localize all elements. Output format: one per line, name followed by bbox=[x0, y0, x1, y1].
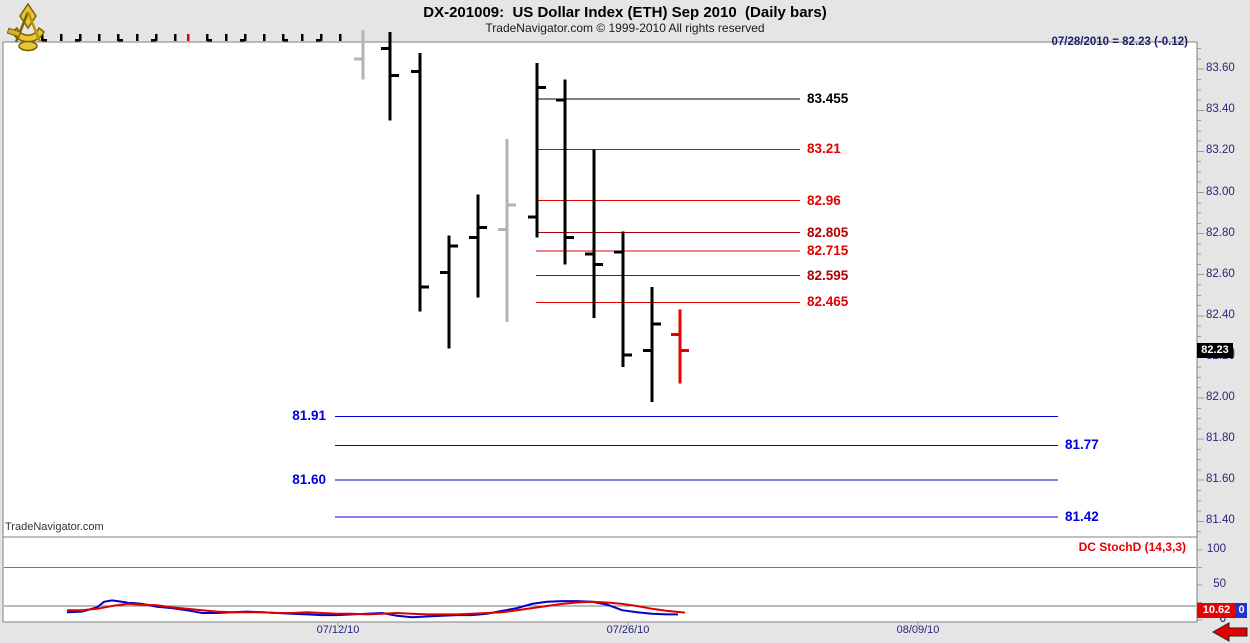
price-pane[interactable] bbox=[2, 41, 1198, 538]
price-level-label: 81.60 bbox=[292, 472, 326, 488]
price-axis-label: 81.40 bbox=[1206, 514, 1235, 527]
price-axis-label: 83.40 bbox=[1206, 103, 1235, 116]
date-axis-label: 07/26/10 bbox=[606, 624, 650, 636]
stoch-axis-label: 50 bbox=[1213, 578, 1226, 590]
price-axis-label: 81.60 bbox=[1206, 473, 1235, 486]
stoch-value-tag: 10.62 bbox=[1197, 603, 1236, 618]
price-level-label: 81.91 bbox=[292, 408, 326, 424]
scroll-left-arrow-icon[interactable] bbox=[1211, 622, 1248, 642]
stoch-axis-label: 0 bbox=[1219, 613, 1226, 625]
price-axis-label: 82.00 bbox=[1206, 391, 1235, 403]
watermark-text: TradeNavigator.com bbox=[5, 521, 104, 533]
price-axis-label: 82.40 bbox=[1206, 308, 1235, 321]
chart-title: DX-201009: US Dollar Index (ETH) Sep 201… bbox=[423, 4, 827, 21]
date-axis-label: 08/09/10 bbox=[896, 624, 940, 636]
stoch-value-tag-suffix: 0 bbox=[1236, 603, 1247, 618]
price-level-label: 82.465 bbox=[807, 294, 849, 310]
last-price-tag: 82.23 bbox=[1197, 343, 1233, 358]
price-level-label: 82.96 bbox=[807, 192, 841, 208]
price-axis-label: 82.60 bbox=[1206, 267, 1235, 280]
price-axis-label: 83.60 bbox=[1206, 62, 1235, 75]
stoch-pane[interactable] bbox=[2, 536, 1198, 623]
date-axis-label: 07/12/10 bbox=[316, 624, 360, 636]
price-level-label: 82.715 bbox=[807, 243, 849, 259]
stoch-axis-zero-label: 0 bbox=[1219, 613, 1226, 625]
stoch-axis-label: 100 bbox=[1206, 543, 1226, 555]
price-level-label: 82.595 bbox=[807, 267, 849, 283]
tradenavigator-logo-icon[interactable] bbox=[6, 2, 50, 52]
stoch-indicator-label: DC StochD (14,3,3) bbox=[1078, 540, 1186, 554]
price-axis-label: 83.20 bbox=[1206, 144, 1235, 157]
price-level-label: 81.77 bbox=[1065, 437, 1099, 453]
price-axis-label: 81.80 bbox=[1206, 432, 1235, 445]
price-axis-label: 82.80 bbox=[1206, 226, 1235, 239]
price-axis-label: 83.00 bbox=[1206, 185, 1235, 198]
stoch-d-line bbox=[67, 600, 686, 616]
price-level-label: 81.42 bbox=[1065, 509, 1099, 525]
chart-subtitle: TradeNavigator.com © 1999-2010 All right… bbox=[485, 21, 765, 35]
price-level-label: 82.805 bbox=[807, 224, 849, 240]
price-level-label: 83.455 bbox=[807, 91, 849, 106]
price-level-label: 83.21 bbox=[807, 141, 841, 157]
last-quote-readout: 07/28/2010 = 82.23 (-0.12) bbox=[1051, 36, 1188, 48]
